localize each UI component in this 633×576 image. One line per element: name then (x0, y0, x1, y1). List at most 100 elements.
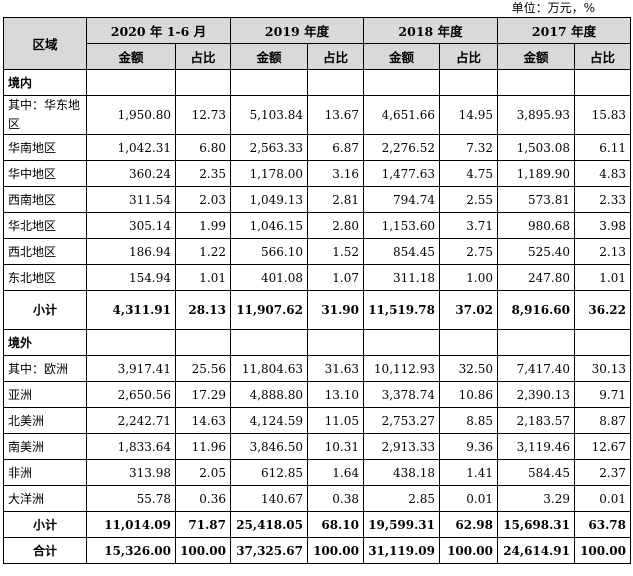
cell: 11.96 (175, 433, 231, 460)
cell: 2.75 (439, 238, 498, 265)
cell: 2,390.13 (497, 381, 575, 408)
table-row: 西南地区 311.54 2.03 1,049.13 2.81 794.74 2.… (3, 186, 631, 213)
cell: 2.33 (574, 186, 631, 213)
cell: 31.90 (307, 290, 364, 330)
cell: 1.41 (439, 459, 498, 486)
amount-header: 金额 (497, 43, 575, 70)
cell: 1,950.80 (86, 95, 176, 135)
table-row: 西北地区 186.94 1.22 566.10 1.52 854.45 2.75… (3, 238, 631, 265)
cell: 1,477.63 (363, 160, 440, 187)
cell: 3,846.50 (230, 433, 308, 460)
section-row-overseas: 境外 (3, 329, 631, 356)
cell: 2.55 (439, 186, 498, 213)
cell: 30.13 (574, 355, 631, 382)
region-name: 北美洲 (3, 407, 87, 434)
cell: 28.13 (175, 290, 231, 330)
cell: 313.98 (86, 459, 176, 486)
region-name: 西南地区 (3, 186, 87, 213)
cell: 36.22 (574, 290, 631, 330)
cell: 247.80 (497, 264, 575, 291)
share-header: 占比 (439, 43, 498, 70)
cell: 2.85 (363, 485, 440, 512)
table-body: 境内 其中：华东地区 1,950.80 12.73 5,103.84 13.67… (3, 69, 631, 564)
cell: 2,183.57 (497, 407, 575, 434)
cell: 100.00 (175, 537, 231, 564)
cell: 4.75 (439, 160, 498, 187)
cell: 2,242.71 (86, 407, 176, 434)
cell: 186.94 (86, 238, 176, 265)
cell: 31.63 (307, 355, 364, 382)
cell: 1.52 (307, 238, 364, 265)
cell: 100.00 (307, 537, 364, 564)
cell: 854.45 (363, 238, 440, 265)
cell: 566.10 (230, 238, 308, 265)
cell: 11,519.78 (363, 290, 440, 330)
subtotal-label: 小计 (3, 290, 87, 330)
cell: 10.86 (439, 381, 498, 408)
region-name: 非洲 (3, 459, 87, 486)
cell: 32.50 (439, 355, 498, 382)
cell: 525.40 (497, 238, 575, 265)
cell: 2.35 (175, 160, 231, 187)
period-header: 2018 年度 (363, 17, 498, 44)
region-name: 其中：欧洲 (3, 355, 87, 382)
cell: 1.01 (175, 264, 231, 291)
table-row: 大洋洲 55.78 0.36 140.67 0.38 2.85 0.01 3.2… (3, 485, 631, 512)
cell: 8.87 (574, 407, 631, 434)
cell: 573.81 (497, 186, 575, 213)
cell: 3,917.41 (86, 355, 176, 382)
table-row: 华南地区 1,042.31 6.80 2,563.33 6.87 2,276.5… (3, 134, 631, 161)
cell: 1.07 (307, 264, 364, 291)
cell: 15.83 (574, 95, 631, 135)
regional-revenue-table: 区域 2020 年 1-6 月 2019 年度 2018 年度 2017 年度 … (3, 17, 631, 564)
cell: 4,888.80 (230, 381, 308, 408)
cell: 55.78 (86, 485, 176, 512)
cell: 11.05 (307, 407, 364, 434)
amount-header: 金额 (86, 43, 176, 70)
header-row-metrics: 金额 占比 金额 占比 金额 占比 金额 占比 (4, 43, 631, 70)
cell: 2.13 (574, 238, 631, 265)
cell: 1,833.64 (86, 433, 176, 460)
region-name: 西北地区 (3, 238, 87, 265)
share-header: 占比 (307, 43, 364, 70)
table-row: 其中：欧洲 3,917.41 25.56 11,804.63 31.63 10,… (3, 355, 631, 382)
share-header: 占比 (175, 43, 231, 70)
cell: 2,650.56 (86, 381, 176, 408)
table-row: 其中：华东地区 1,950.80 12.73 5,103.84 13.67 4,… (3, 95, 631, 135)
cell: 3,119.46 (497, 433, 575, 460)
cell: 1,046.15 (230, 212, 308, 239)
cell: 14.63 (175, 407, 231, 434)
amount-header: 金额 (230, 43, 308, 70)
region-name: 其中：华东地区 (3, 95, 87, 135)
cell: 154.94 (86, 264, 176, 291)
cell: 4.83 (574, 160, 631, 187)
cell: 1.99 (175, 212, 231, 239)
region-name: 亚洲 (3, 381, 87, 408)
cell: 612.85 (230, 459, 308, 486)
section-label: 境内 (3, 69, 87, 96)
cell: 6.80 (175, 134, 231, 161)
cell: 1.00 (439, 264, 498, 291)
cell: 9.36 (439, 433, 498, 460)
total-label: 合计 (3, 537, 87, 564)
cell: 62.98 (439, 511, 498, 538)
subtotal-label: 小计 (3, 511, 87, 538)
cell: 37.02 (439, 290, 498, 330)
cell: 7.32 (439, 134, 498, 161)
region-name: 大洋洲 (3, 485, 87, 512)
cell: 8,916.60 (497, 290, 575, 330)
cell: 100.00 (574, 537, 631, 564)
cell: 100.00 (439, 537, 498, 564)
subtotal-row-domestic: 小计 4,311.91 28.13 11,907.62 31.90 11,519… (3, 290, 631, 330)
cell: 4,124.59 (230, 407, 308, 434)
cell: 0.01 (439, 485, 498, 512)
cell: 3,378.74 (363, 381, 440, 408)
cell: 15,326.00 (86, 537, 176, 564)
share-header: 占比 (574, 43, 631, 70)
cell: 2,913.33 (363, 433, 440, 460)
cell: 584.45 (497, 459, 575, 486)
cell: 0.38 (307, 485, 364, 512)
cell: 11,804.63 (230, 355, 308, 382)
cell: 19,599.31 (363, 511, 440, 538)
cell: 1.01 (574, 264, 631, 291)
